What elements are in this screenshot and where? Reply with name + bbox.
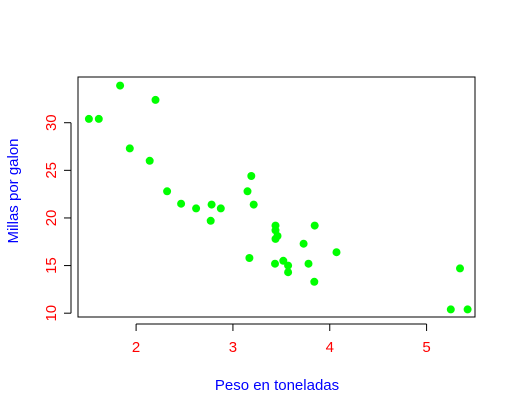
data-point — [216, 204, 225, 213]
data-point — [247, 172, 256, 180]
data-point — [245, 254, 254, 262]
data-point — [299, 239, 308, 248]
x-tick-label: 4 — [326, 339, 334, 356]
data-point — [192, 204, 201, 213]
data-point — [84, 114, 93, 123]
data-point — [177, 199, 186, 208]
plot-box — [77, 76, 476, 318]
data-point — [271, 234, 280, 243]
data-point — [163, 187, 172, 196]
data-point — [310, 221, 319, 230]
data-point — [310, 277, 319, 286]
y-tick-label: 20 — [43, 210, 60, 227]
y-tick-label: 10 — [43, 305, 60, 322]
x-tick-label: 5 — [422, 339, 430, 356]
data-point — [304, 259, 313, 268]
y-tick-label: 15 — [43, 257, 60, 274]
data-point — [243, 187, 252, 196]
data-point — [94, 114, 103, 123]
data-point — [332, 248, 341, 257]
y-axis-title: Millas por galon — [5, 138, 22, 243]
y-tick-label: 30 — [43, 114, 60, 131]
data-point — [463, 305, 472, 314]
data-point — [284, 261, 293, 270]
x-axis-title: Peso en toneladas — [215, 377, 339, 394]
data-point — [116, 81, 125, 90]
data-point — [151, 95, 160, 104]
data-point — [284, 268, 293, 277]
data-point — [271, 259, 279, 268]
data-point — [125, 144, 134, 153]
data-point — [271, 221, 280, 230]
data-point — [249, 200, 258, 209]
data-point — [446, 305, 455, 314]
data-point — [145, 156, 154, 165]
y-tick-label: 25 — [43, 162, 60, 179]
data-point — [456, 264, 464, 273]
x-tick-label: 3 — [229, 339, 237, 356]
x-tick-label: 2 — [132, 339, 140, 356]
data-point — [206, 216, 215, 225]
data-point — [207, 200, 216, 209]
